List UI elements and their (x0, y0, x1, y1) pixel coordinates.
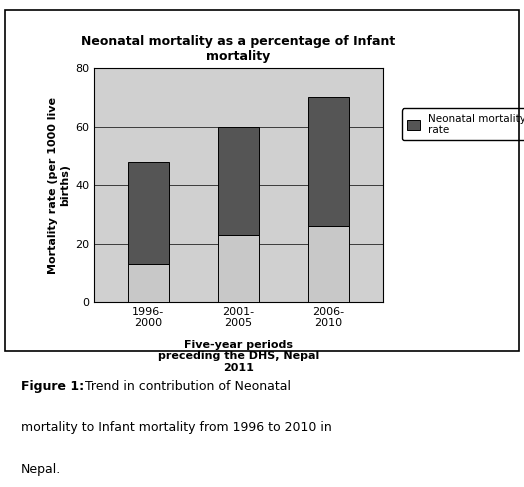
Bar (218, 127, 259, 235)
X-axis label: Five-year periods
preceding the DHS, Nepal
2011: Five-year periods preceding the DHS, Nep… (158, 339, 319, 373)
Bar (128, 162, 169, 264)
Text: Figure 1:: Figure 1: (21, 380, 84, 393)
Title: Neonatal mortality as a percentage of Infant
mortality: Neonatal mortality as a percentage of In… (81, 35, 396, 63)
Bar (308, 226, 349, 302)
Bar (308, 97, 349, 226)
Text: Trend in contribution of Neonatal: Trend in contribution of Neonatal (81, 380, 291, 393)
Text: mortality to Infant mortality from 1996 to 2010 in: mortality to Infant mortality from 1996 … (21, 421, 332, 434)
Bar (128, 264, 169, 302)
Text: Nepal.: Nepal. (21, 463, 61, 476)
Legend: Neonatal mortality
rate: Neonatal mortality rate (402, 109, 524, 140)
Y-axis label: Mortality rate (per 1000 live
births): Mortality rate (per 1000 live births) (48, 96, 70, 274)
Bar (218, 235, 259, 302)
